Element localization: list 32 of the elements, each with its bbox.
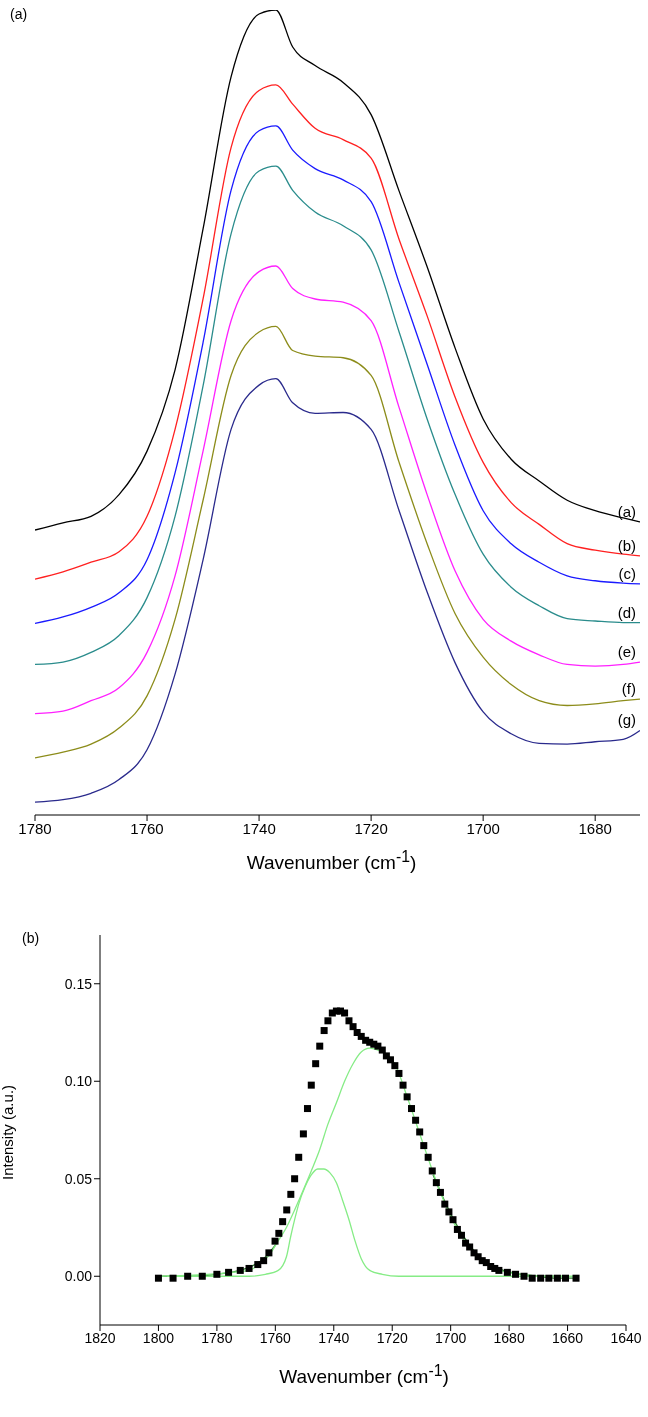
x-tick-label: 1800	[142, 1329, 175, 1346]
series-label: (e)	[617, 643, 636, 661]
series-label: (f)	[621, 680, 636, 698]
x-tick-label: 1720	[376, 1329, 408, 1346]
x-tick-label: 1680	[578, 819, 612, 837]
x-axis-title: Wavenumber (cm$^{-1}$)	[278, 1362, 450, 1389]
y-axis-title: Intensity (a.u.)	[0, 1084, 17, 1180]
y-tick-label: 0.15	[64, 975, 93, 992]
x-tick-label: 1680	[493, 1329, 525, 1346]
x-tick-label: 1780	[201, 1329, 233, 1346]
series-label: (g)	[617, 711, 636, 729]
chart-title: (b)	[22, 930, 40, 946]
y-tick-label: 0.10	[64, 1073, 93, 1090]
x-tick-label: 1780	[18, 819, 52, 837]
x-tick-label: 1720	[354, 819, 388, 837]
x-tick-label: 1640	[610, 1329, 642, 1346]
x-tick-label: 1820	[84, 1329, 116, 1346]
series-label: (c)	[618, 564, 636, 582]
x-tick-label: 1740	[318, 1329, 350, 1346]
y-tick-label: 0.05	[64, 1170, 93, 1187]
x-axis-title: Wavenumber (cm$^{-1}$)	[245, 848, 418, 875]
x-tick-label: 1760	[130, 819, 164, 837]
x-tick-label: 1740	[242, 819, 276, 837]
chart-title: (a)	[10, 6, 28, 22]
x-tick-label: 1660	[551, 1329, 584, 1346]
x-tick-label: 1700	[435, 1329, 467, 1346]
series-label: (b)	[617, 536, 636, 554]
series-label: (d)	[617, 603, 636, 621]
x-tick-label: 1700	[466, 819, 500, 837]
x-tick-label: 1760	[259, 1329, 292, 1346]
y-tick-label: 0.00	[64, 1268, 93, 1285]
series-label: (a)	[617, 502, 636, 520]
